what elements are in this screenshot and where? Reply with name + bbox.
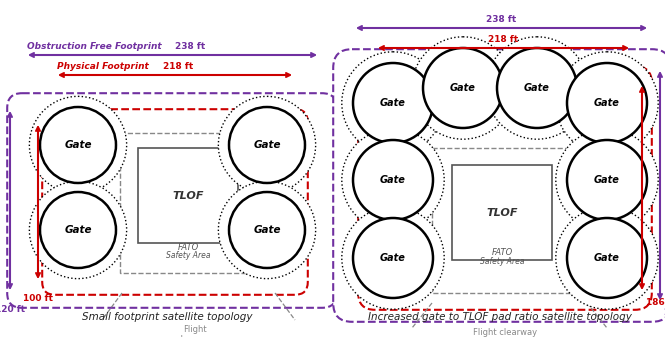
Text: Increased gate to TLOF pad ratio satellite topology: Increased gate to TLOF pad ratio satelli…: [368, 312, 632, 322]
Circle shape: [229, 107, 305, 183]
Circle shape: [229, 192, 305, 268]
Circle shape: [556, 129, 658, 231]
Circle shape: [353, 63, 433, 143]
Circle shape: [218, 96, 316, 194]
Text: FATO: FATO: [491, 248, 513, 257]
FancyBboxPatch shape: [333, 49, 665, 322]
Text: Gate: Gate: [450, 83, 476, 93]
Text: 206 ft: 206 ft: [664, 308, 665, 317]
Text: 100 ft: 100 ft: [23, 294, 53, 303]
Circle shape: [567, 63, 647, 143]
FancyBboxPatch shape: [7, 93, 336, 308]
Text: Gate: Gate: [380, 98, 406, 108]
Circle shape: [40, 192, 116, 268]
Circle shape: [423, 48, 503, 128]
Text: Gate: Gate: [594, 98, 620, 108]
Circle shape: [29, 181, 126, 279]
Text: Gate: Gate: [380, 175, 406, 185]
Text: 218 ft: 218 ft: [488, 35, 519, 44]
Circle shape: [342, 207, 444, 309]
Bar: [120, 133, 275, 273]
Text: Flight clearway: Flight clearway: [473, 328, 537, 337]
Text: 238 ft: 238 ft: [175, 42, 205, 51]
Text: Gate: Gate: [65, 140, 92, 150]
Bar: [432, 148, 587, 293]
Text: Obstruction Free Footprint: Obstruction Free Footprint: [27, 42, 162, 51]
Text: Physical Footprint: Physical Footprint: [57, 62, 149, 71]
Text: Gate: Gate: [524, 83, 550, 93]
Circle shape: [497, 48, 577, 128]
FancyBboxPatch shape: [42, 109, 308, 295]
Text: FATO: FATO: [178, 243, 199, 252]
Text: TLOF: TLOF: [172, 191, 203, 201]
Text: 120 ft: 120 ft: [0, 305, 25, 314]
Text: 238 ft: 238 ft: [486, 15, 517, 24]
Text: Gate: Gate: [65, 225, 92, 235]
Bar: [138, 148, 238, 243]
Text: Safety Area: Safety Area: [166, 251, 210, 260]
Text: 218 ft: 218 ft: [163, 62, 194, 71]
Circle shape: [218, 181, 316, 279]
Text: TLOF: TLOF: [486, 208, 518, 218]
Text: Gate: Gate: [594, 175, 620, 185]
Text: Safety Area: Safety Area: [479, 257, 524, 266]
Bar: [452, 165, 552, 260]
Text: Gate: Gate: [380, 253, 406, 263]
Circle shape: [567, 218, 647, 298]
Circle shape: [556, 207, 658, 309]
Text: Gate: Gate: [253, 140, 281, 150]
Text: Gate: Gate: [253, 225, 281, 235]
FancyBboxPatch shape: [358, 66, 652, 310]
Circle shape: [353, 218, 433, 298]
Text: Small footprint satellite topology: Small footprint satellite topology: [82, 312, 252, 322]
Circle shape: [556, 52, 658, 154]
Circle shape: [342, 52, 444, 154]
Circle shape: [486, 37, 589, 139]
Text: Gate: Gate: [594, 253, 620, 263]
Circle shape: [353, 140, 433, 220]
Circle shape: [567, 140, 647, 220]
Circle shape: [342, 129, 444, 231]
Text: 186 ft: 186 ft: [646, 298, 665, 307]
Text: Flight
clearway: Flight clearway: [176, 325, 214, 337]
Circle shape: [40, 107, 116, 183]
Circle shape: [29, 96, 126, 194]
Circle shape: [412, 37, 514, 139]
